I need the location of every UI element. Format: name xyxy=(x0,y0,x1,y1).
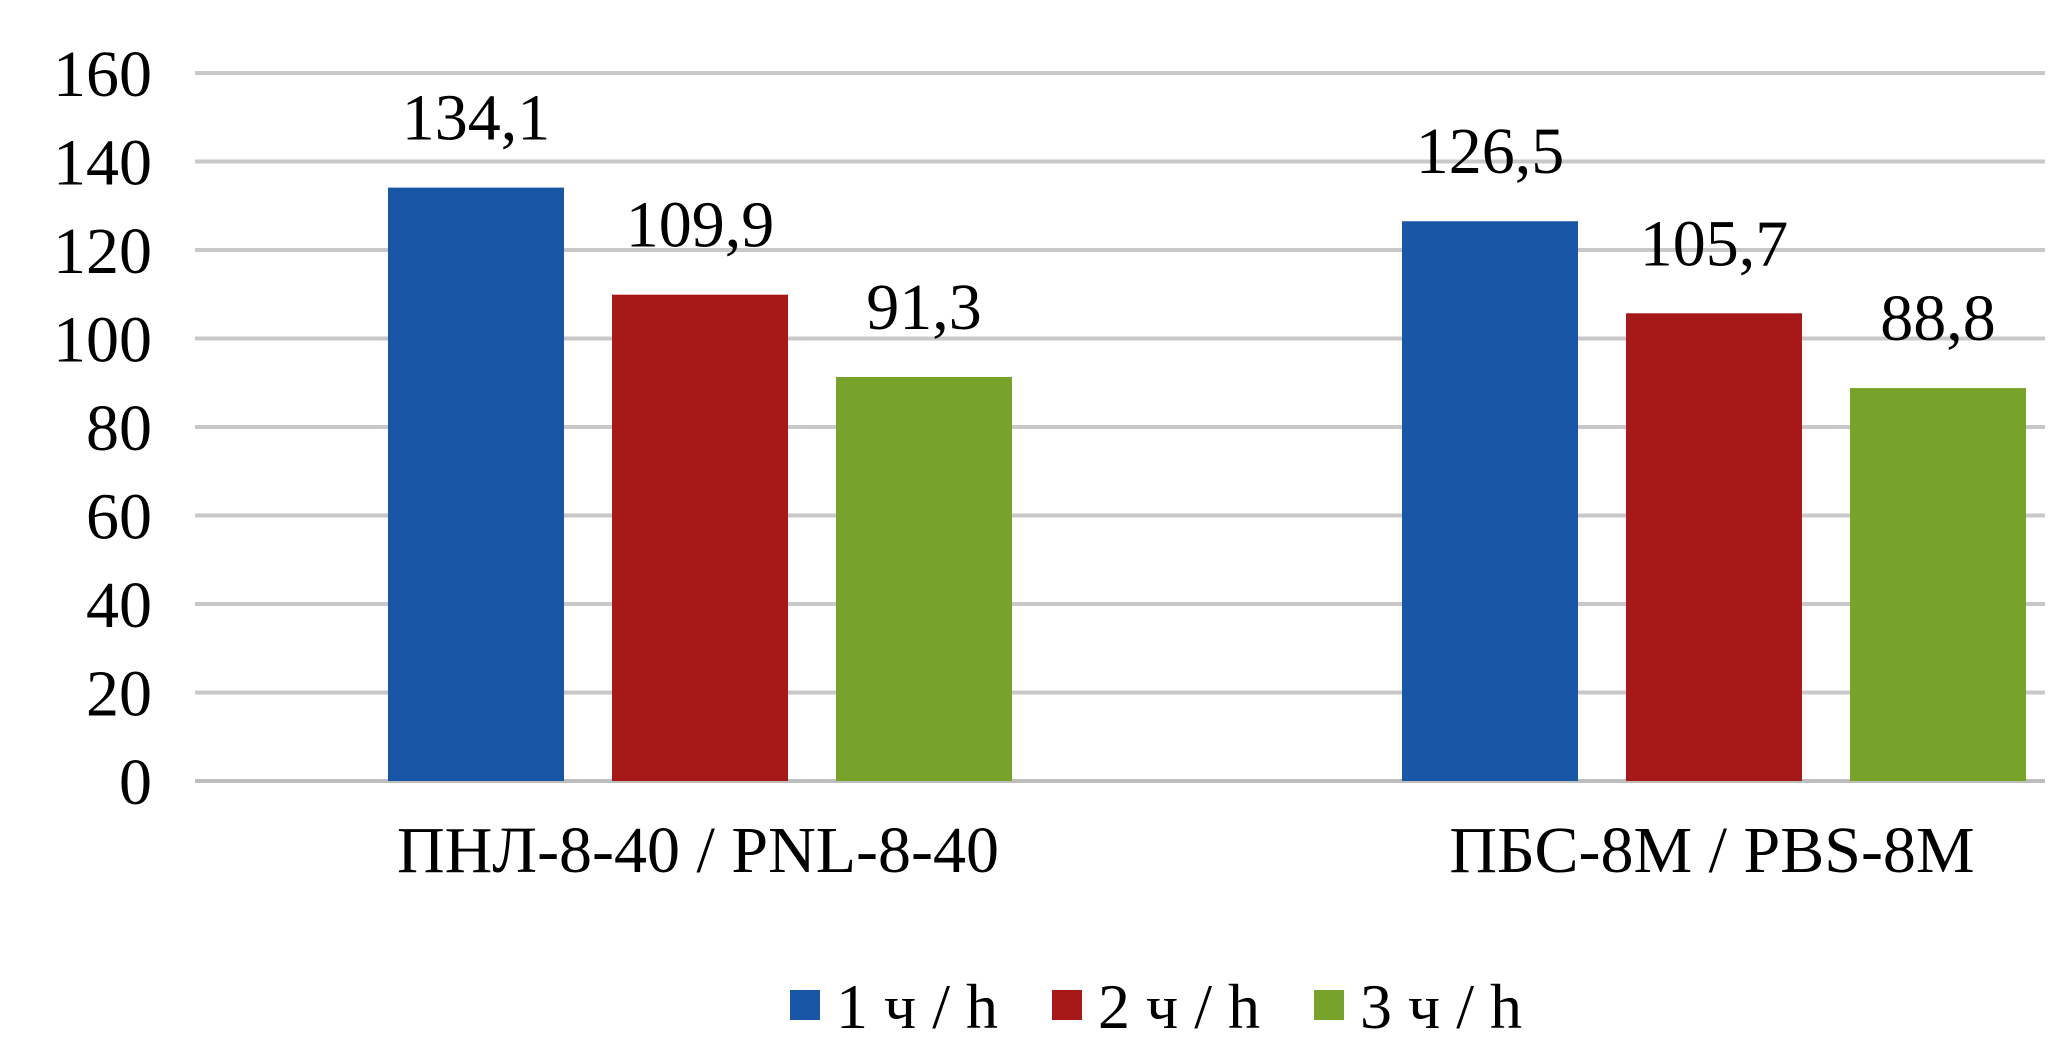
y-tick-label: 100 xyxy=(53,304,152,377)
bar xyxy=(612,294,788,781)
bars xyxy=(388,187,2026,782)
data-label: 105,7 xyxy=(1640,207,1789,280)
y-tick-label: 120 xyxy=(53,215,152,288)
y-tick-label: 20 xyxy=(86,658,152,731)
x-category-label: ПНЛ-8-40 / PNL-8-40 xyxy=(397,814,999,887)
data-label: 109,9 xyxy=(626,189,775,262)
legend-swatch xyxy=(790,990,820,1020)
data-label: 134,1 xyxy=(402,82,551,155)
legend-label: 2 ч / h xyxy=(1098,971,1260,1042)
y-axis-ticks: 0 20 40 60 80 100 120 140 160 xyxy=(53,38,152,819)
legend-label: 3 ч / h xyxy=(1360,971,1522,1042)
bar xyxy=(1626,313,1802,781)
bar xyxy=(1402,221,1578,782)
y-tick-label: 160 xyxy=(53,38,152,111)
bar xyxy=(388,187,564,782)
bar xyxy=(1850,388,2026,781)
y-tick-label: 140 xyxy=(53,127,152,200)
legend-label: 1 ч / h xyxy=(836,971,998,1042)
x-axis-categories: ПНЛ-8-40 / PNL-8-40 ПБС-8М / PBS-8M xyxy=(397,814,1975,887)
legend: 1 ч / h 2 ч / h 3 ч / h xyxy=(790,971,1522,1042)
bar xyxy=(836,376,1012,781)
y-tick-label: 0 xyxy=(119,746,152,819)
data-label: 126,5 xyxy=(1416,115,1565,188)
y-tick-label: 40 xyxy=(86,569,152,642)
data-labels: 134,1 109,9 91,3 126,5 105,7 88,8 xyxy=(402,82,1996,355)
legend-swatch xyxy=(1052,990,1082,1020)
y-tick-label: 80 xyxy=(86,392,152,465)
y-tick-label: 60 xyxy=(86,481,152,554)
data-label: 88,8 xyxy=(1880,282,1996,355)
legend-swatch xyxy=(1314,990,1344,1020)
x-category-label: ПБС-8М / PBS-8M xyxy=(1449,814,1974,887)
data-label: 91,3 xyxy=(866,271,982,344)
